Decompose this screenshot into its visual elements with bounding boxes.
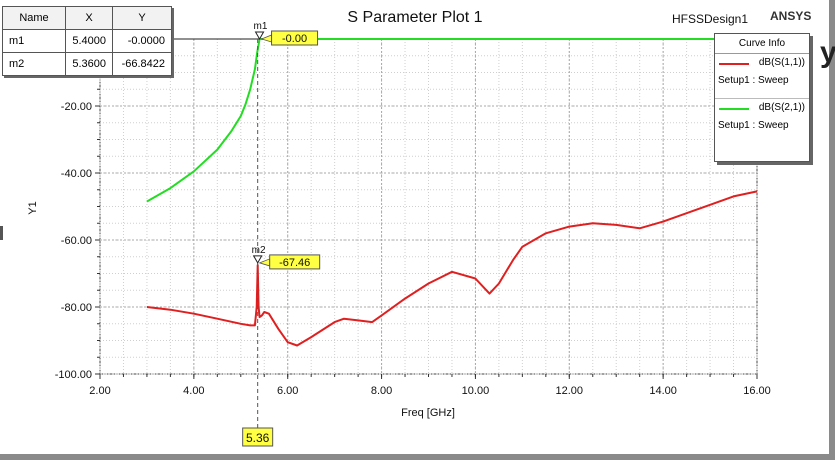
marker-x: 5.4000 (65, 29, 113, 53)
y-tick-label: -20.00 (61, 101, 92, 113)
x-tick-label: 12.00 (556, 385, 584, 397)
x-tick-label: 8.00 (371, 385, 392, 397)
marker-x: 5.3600 (65, 52, 113, 76)
x-axis-label: Freq [GHz] (401, 407, 455, 419)
grid-layer (99, 38, 758, 375)
y-tick-label: -80.00 (61, 302, 92, 314)
design-name: HFSSDesign1 (672, 12, 749, 26)
table-row[interactable]: m2 5.3600 -66.8422 (2, 52, 172, 76)
series-layer (146, 38, 758, 347)
marker-y: -66.8422 (112, 52, 172, 76)
header-name: Name (2, 6, 66, 30)
partial-glyph-icon: y (820, 36, 835, 69)
marker-value-label: -67.46 (279, 257, 310, 269)
x-tick-label: 4.00 (183, 385, 204, 397)
marker-table-header: Name X Y (2, 6, 172, 30)
x-marker-value-label: 5.36 (246, 431, 270, 445)
marker-value-label: -0.00 (282, 33, 307, 45)
table-row[interactable]: m1 5.4000 -0.0000 (2, 29, 172, 53)
marker-name-label: m2 (252, 245, 266, 256)
x-tick-label: 16.00 (743, 385, 771, 397)
legend-series-name: dB(S(1,1)) (758, 57, 805, 68)
window-edge-mark (0, 226, 3, 240)
header-x: X (65, 6, 113, 30)
chart-title: S Parameter Plot 1 (347, 9, 483, 26)
header-y: Y (112, 6, 172, 30)
legend-swatch-s11 (719, 63, 749, 65)
x-tick-label: 14.00 (649, 385, 677, 397)
marker-name: m2 (2, 52, 66, 76)
legend-series-name: dB(S(2,1)) (758, 102, 805, 113)
x-tick-label: 10.00 (462, 385, 490, 397)
marker-value-box (271, 30, 319, 46)
marker-triangle-icon[interactable] (254, 31, 265, 41)
marker-triangle-icon[interactable] (252, 255, 263, 264)
marker-value-box (269, 254, 321, 270)
series-line-s21 (146, 38, 757, 203)
x-tick-label: 2.00 (89, 385, 110, 397)
legend-title: Curve Info (715, 34, 809, 54)
marker-name-label: m1 (254, 21, 268, 32)
x-tick-label: 6.00 (277, 385, 298, 397)
legend-series-setup: Setup1 : Sweep (718, 75, 789, 86)
legend-series-setup: Setup1 : Sweep (718, 120, 789, 131)
series-line-s11 (146, 190, 758, 347)
y-tick-label: -60.00 (61, 235, 92, 247)
marker-table[interactable]: Name X Y m1 5.4000 -0.0000 m2 5.3600 -66… (2, 6, 172, 76)
brand-logo: ANSYS (770, 9, 812, 23)
y-axis-label: Y1 (27, 201, 39, 214)
legend-swatch-s21 (719, 108, 749, 110)
y-tick-label: -100.00 (55, 369, 92, 381)
x-marker-value-box (242, 427, 274, 447)
marker-layer: m1 -0.00 m2 -67.46 5.36 (100, 21, 321, 447)
y-tick-label: -40.00 (61, 168, 92, 180)
legend-entry-s11[interactable]: dB(S(1,1)) Setup1 : Sweep (715, 54, 809, 98)
axis-layer: 2.00 4.00 6.00 8.00 10.00 12.00 14.00 16.00 -20.… (55, 38, 771, 397)
marker-y: -0.0000 (112, 29, 172, 53)
legend-entry-s21[interactable]: dB(S(2,1)) Setup1 : Sweep (715, 98, 809, 143)
curve-info-legend[interactable]: Curve Info dB(S(1,1)) Setup1 : Sweep dB(… (714, 33, 810, 162)
marker-name: m1 (2, 29, 66, 53)
